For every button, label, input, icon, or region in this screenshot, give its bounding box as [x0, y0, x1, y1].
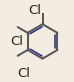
Text: Cl: Cl — [28, 4, 41, 17]
Text: Cl: Cl — [18, 67, 31, 80]
Text: Cl: Cl — [10, 35, 23, 48]
